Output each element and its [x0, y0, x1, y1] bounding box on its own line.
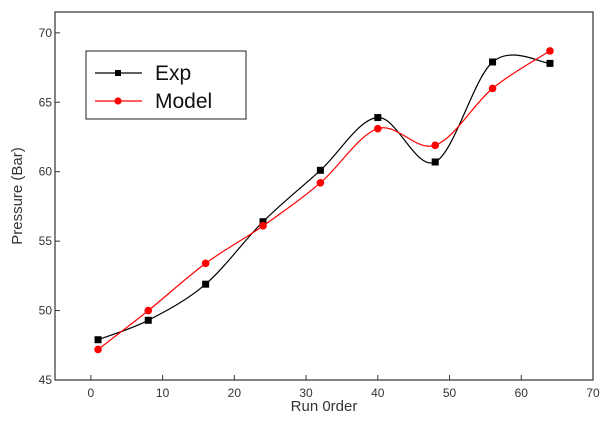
data-point-model: [488, 84, 497, 93]
x-tick-label: 20: [228, 386, 242, 400]
legend-marker-exp: [115, 70, 121, 76]
x-tick-label: 50: [443, 386, 457, 400]
data-point-exp: [202, 280, 210, 288]
y-tick-label: 45: [39, 373, 53, 387]
data-point-model: [431, 141, 439, 150]
data-point-model: [316, 179, 325, 187]
series-layer: [94, 47, 554, 354]
y-tick-label: 70: [39, 26, 53, 40]
x-tick-label: 10: [156, 386, 170, 400]
series-line-exp: [97, 54, 551, 341]
x-axis-label: Run 0rder: [291, 398, 358, 415]
data-point-model: [546, 47, 554, 55]
data-point-model: [374, 124, 382, 133]
legend-marker-model: [114, 97, 122, 105]
data-point-model: [259, 222, 267, 230]
data-point-model: [201, 259, 210, 268]
x-tick-label: 0: [88, 386, 95, 400]
plot-frame: [54, 11, 594, 381]
y-tick-label: 50: [39, 304, 53, 318]
data-point-exp: [94, 336, 102, 344]
legend-box: [85, 50, 247, 120]
legend: Exp Model: [85, 50, 247, 120]
x-axis-ticks: 0 10 20 30 40 50 60 70: [88, 375, 600, 400]
data-point-model: [94, 345, 102, 354]
y-axis-ticks: 45 50 55 60 65 70: [39, 26, 60, 387]
series-line-model: [97, 50, 551, 350]
y-tick-label: 60: [39, 165, 53, 179]
x-tick-label: 60: [515, 386, 529, 400]
y-tick-label: 65: [39, 95, 53, 109]
data-point-exp: [316, 166, 324, 174]
y-axis-label: Pressure (Bar): [9, 147, 26, 245]
legend-label-model: Model: [155, 90, 212, 113]
data-point-exp: [489, 58, 497, 66]
data-point-exp: [259, 218, 267, 226]
y-tick-label: 55: [39, 234, 53, 248]
data-point-exp: [374, 114, 382, 122]
x-tick-label: 40: [371, 386, 385, 400]
x-tick-label: 70: [586, 386, 600, 400]
data-point-model: [144, 306, 153, 315]
data-point-exp: [144, 316, 152, 324]
data-point-exp: [431, 158, 439, 166]
legend-label-exp: Exp: [155, 62, 191, 85]
x-tick-label: 30: [299, 386, 313, 400]
data-point-exp: [546, 59, 554, 67]
